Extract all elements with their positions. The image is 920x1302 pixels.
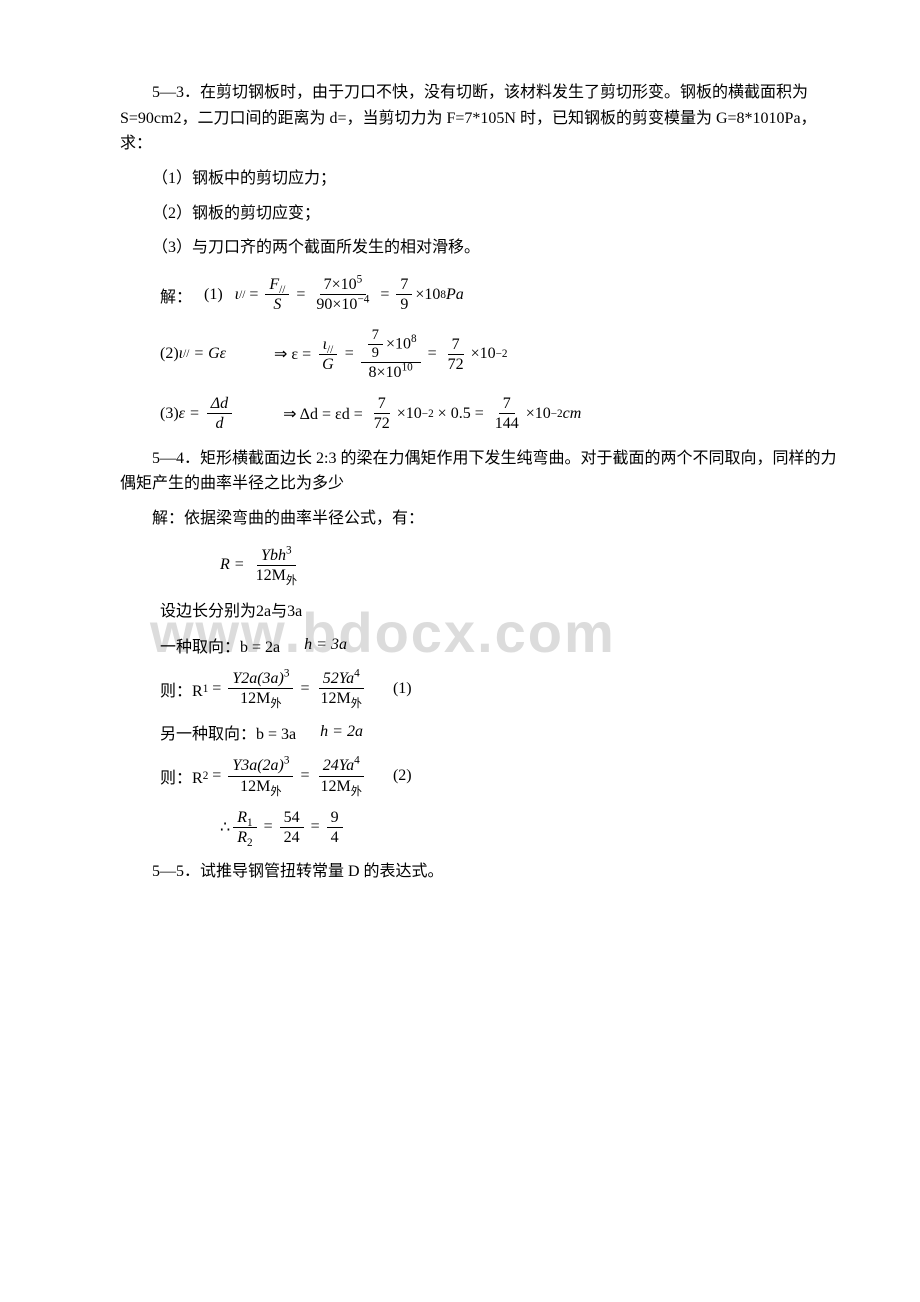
problem-55-title: 5—5．试推导钢管扭转常量 D 的表达式。 xyxy=(120,859,840,885)
case2-text: 另一种取向：b = 3a xyxy=(160,720,296,744)
problem-53-q2: （2）钢板的剪切应变； xyxy=(120,200,840,229)
frac3: 7 9 xyxy=(396,275,412,314)
r1-frac2: 52Ya4 12M外 xyxy=(317,669,366,708)
ans3-frac3: 7 144 xyxy=(491,394,523,433)
case2-h: h = 2a xyxy=(320,723,363,741)
ans2-frac3: 7 72 xyxy=(444,335,468,374)
problem-54-solution: R = Ybh3 12M外 设边长分别为2a与3a 一种取向：b = 2a h … xyxy=(160,546,840,848)
ans2-frac1: ι// G xyxy=(318,335,338,374)
problem-53-title: 5—3．在剪切钢板时，由于刀口不快，没有切断，该材料发生了剪切形变。钢板的横截面… xyxy=(120,80,840,157)
solution-label: 解： xyxy=(160,283,192,307)
problem-53-q3: （3）与刀口齐的两个截面所发生的相对滑移。 xyxy=(120,234,840,263)
ans3-frac1: Δd d xyxy=(207,394,232,433)
r1-frac1: Y2a(3a)3 12M外 xyxy=(228,669,293,708)
ans3-frac2: 7 72 xyxy=(370,394,394,433)
ans2-label: (2) xyxy=(160,345,179,363)
frac2: 7×105 90×10−4 xyxy=(312,275,373,314)
r2-frac2: 24Ya4 12M外 xyxy=(317,756,366,795)
case1-h: h = 3a xyxy=(304,636,347,654)
then2-label: (2) xyxy=(393,767,412,785)
ans2-frac2: 7 9 ×108 8×1010 xyxy=(361,327,421,383)
r2-frac1: Y3a(2a)3 12M外 xyxy=(228,756,293,795)
final-frac2: 54 24 xyxy=(280,808,304,847)
problem-53-solution: 解： (1) ι// = F// S = 7×105 90×10−4 = 7 xyxy=(160,275,840,434)
final-frac3: 9 4 xyxy=(327,808,343,847)
eq: = xyxy=(245,286,262,304)
eq1-frac: Ybh3 12M外 xyxy=(252,546,301,585)
final-frac1: R1 R2 xyxy=(233,808,256,847)
frac1: F// S xyxy=(265,275,289,314)
problem-53-q1: （1）钢板中的剪切应力； xyxy=(120,165,840,194)
ans3-label: (3) xyxy=(160,405,179,423)
setup-text: 设边长分别为2a与3a xyxy=(160,597,302,621)
problem-54-title: 5—4．矩形横截面边长 2:3 的梁在力偶矩作用下发生纯弯曲。对于截面的两个不同… xyxy=(120,446,840,497)
then1-label: (1) xyxy=(393,680,412,698)
case1-text: 一种取向：b = 2a xyxy=(160,633,280,657)
problem-54-solution-label: 解：依据梁弯曲的曲率半径公式，有： xyxy=(120,505,840,534)
ans1-label: (1) xyxy=(204,286,223,304)
